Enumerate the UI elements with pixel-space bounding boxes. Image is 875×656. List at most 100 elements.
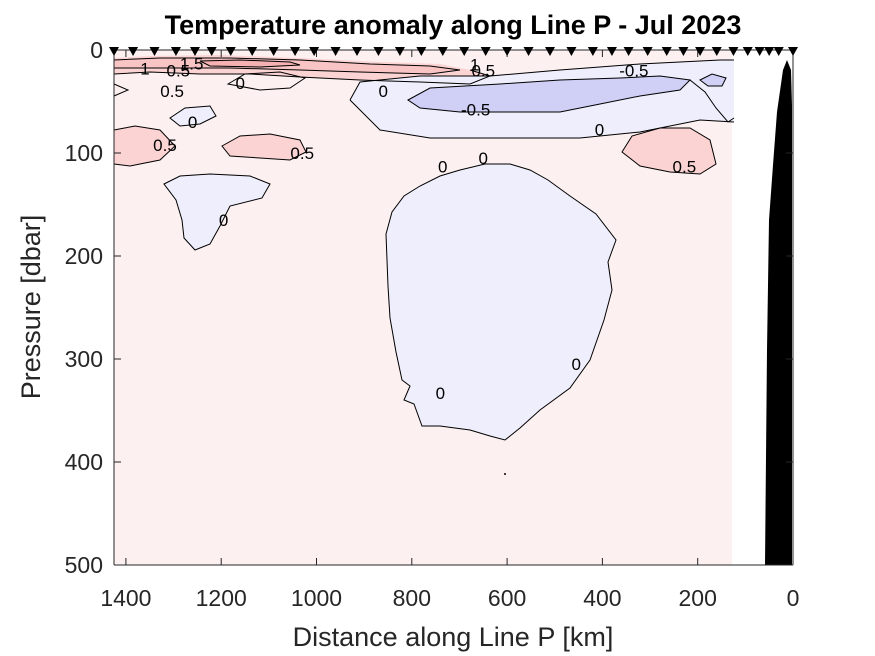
axes: 1400 1200 1000 800 600 400 200 0 01002003004005… [65, 37, 800, 611]
contour-label: 1.5 [180, 54, 204, 73]
x-axis-label: Distance along Line P [km] [293, 622, 614, 652]
chart-title: Temperature anomaly along Line P - Jul 2… [165, 10, 742, 40]
station-marker [773, 47, 784, 56]
contour-line-small-patch [169, 105, 217, 127]
positive-anomaly-mid-lens [222, 134, 306, 160]
contour-label: 0 [219, 211, 228, 230]
contour-label: 0.5 [160, 82, 184, 101]
x-tick-label: 1000 [291, 585, 342, 611]
contour-line-surface-1-5 [199, 59, 301, 68]
contour-label: 0 [438, 157, 447, 176]
station-marker [661, 47, 672, 56]
station-marker [149, 47, 160, 56]
station-markers [109, 47, 798, 56]
contour-label: 0 [188, 113, 197, 132]
y-tick-label: 400 [65, 449, 103, 475]
x-tick-label: 400 [583, 585, 621, 611]
station-marker [502, 47, 513, 56]
station-marker [352, 47, 363, 56]
contour-label: -0.5 [461, 101, 490, 120]
station-marker [394, 47, 405, 56]
negative-anomaly-core [408, 76, 690, 112]
contour-line-east-lens [621, 127, 717, 175]
contour-line-surface-0-5 [113, 69, 492, 85]
station-marker [523, 47, 534, 56]
negative-anomaly-deep-cell [386, 164, 616, 440]
station-marker [437, 47, 448, 56]
station-marker [587, 47, 598, 56]
contour-line-mid-lens [221, 133, 307, 161]
contour-label: 0 [571, 355, 580, 374]
station-marker [742, 47, 753, 56]
station-marker [190, 47, 201, 56]
station-marker [642, 47, 653, 56]
station-marker [290, 47, 301, 56]
station-marker [109, 47, 119, 56]
y-tick-label: 500 [65, 552, 103, 578]
station-marker [309, 47, 320, 56]
x-tick-label: 800 [393, 585, 431, 611]
station-marker [678, 47, 689, 56]
contour-line-edge-west [113, 83, 130, 97]
station-marker [373, 47, 384, 56]
contour-label: 0.5 [673, 157, 697, 176]
contour-label: 0 [479, 149, 488, 168]
station-marker [566, 47, 577, 56]
contour-line-west-lens [113, 125, 176, 167]
y-axis-label: Pressure [dbar] [16, 215, 46, 400]
station-marker [754, 47, 765, 56]
station-marker [544, 47, 555, 56]
x-tick-label: 200 [679, 585, 717, 611]
contour-label: 0.5 [471, 62, 495, 81]
station-marker [225, 47, 236, 56]
station-marker [728, 47, 739, 56]
y-tick-label: 100 [65, 140, 103, 166]
contour-label: 0 [236, 74, 245, 93]
station-marker [695, 47, 706, 56]
contour-label: 0 [378, 82, 387, 101]
contour-line-neg-east [699, 73, 727, 87]
station-marker [788, 47, 798, 56]
station-marker [206, 47, 217, 56]
x-tick-label: 0 [787, 585, 800, 611]
contour-label: 0.5 [167, 62, 191, 81]
contour-line-east-edge [689, 79, 735, 123]
station-marker [764, 47, 775, 56]
x-tick-label: 600 [488, 585, 526, 611]
contour-label: 1 [470, 55, 479, 74]
station-marker [128, 47, 139, 56]
station-marker [330, 47, 341, 56]
station-marker [459, 47, 470, 56]
station-marker [268, 47, 279, 56]
station-marker [416, 47, 427, 56]
station-marker [480, 47, 491, 56]
contour-label: 0 [595, 120, 604, 139]
station-marker [170, 47, 181, 56]
negative-anomaly-small-patch [170, 106, 216, 126]
negative-anomaly-west-patch [164, 174, 270, 250]
station-marker [606, 47, 617, 56]
x-tick-label: 1400 [100, 585, 151, 611]
y-tick-label: 300 [65, 346, 103, 372]
contour-line-surface-1 [113, 57, 461, 75]
contour-label: 0.5 [153, 136, 177, 155]
contour-line-surface-zero [349, 59, 734, 101]
contour-line-west-patch [163, 173, 271, 251]
bathymetry-shape [765, 60, 792, 565]
contour-label: 0.5 [290, 144, 314, 163]
contour-line-zero-lower [349, 99, 735, 139]
y-tick-label: 200 [65, 243, 103, 269]
contour-line-neg-0-5 [407, 75, 692, 113]
contour-line-deep-cell [385, 163, 617, 441]
station-marker [711, 47, 722, 56]
contour-point [504, 473, 506, 475]
station-marker [623, 47, 634, 56]
contour-label: -0.5 [619, 62, 648, 81]
y-tick-label: 0 [90, 37, 103, 63]
positive-anomaly-east-lens [622, 128, 716, 174]
contour-line-ring [226, 71, 307, 91]
